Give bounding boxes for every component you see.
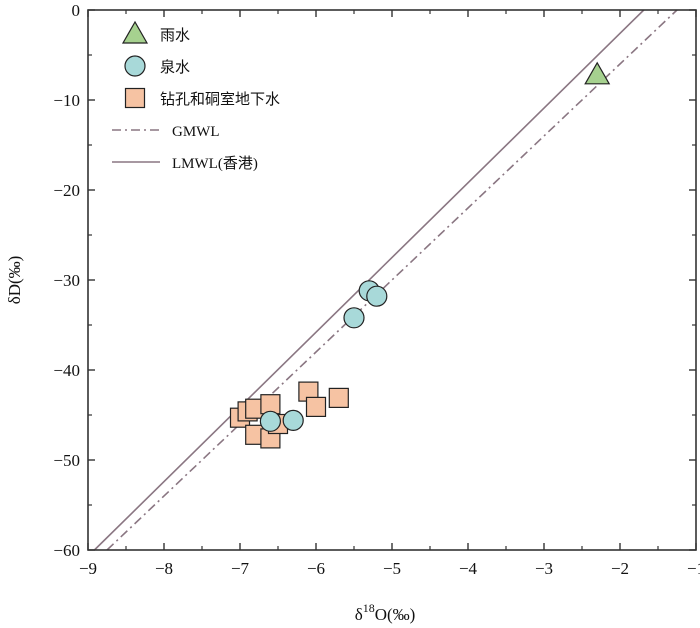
y-tick-label: −50 (53, 451, 80, 470)
x-axis-label-superscript: 18 (363, 601, 375, 615)
y-tick-label: −40 (53, 361, 80, 380)
x-tick-label: −9 (79, 559, 97, 578)
gmwl-line (106, 9, 678, 551)
y-tick-label: −30 (53, 271, 80, 290)
circle-point (366, 285, 388, 307)
legend-circle-marker (124, 55, 146, 77)
plot-frame (87, 9, 697, 551)
legend-label: 泉水 (160, 59, 190, 76)
x-tick-label: −6 (307, 559, 325, 578)
lmwl-line (93, 9, 645, 551)
triangle-point (584, 61, 611, 85)
x-tick-label: −3 (535, 559, 553, 578)
x-tick-label: −4 (459, 559, 478, 578)
circle-point (259, 410, 281, 432)
data-points (229, 61, 611, 449)
legend-label: LMWL(香港) (172, 155, 258, 172)
legend-label: 雨水 (160, 27, 190, 44)
y-tick-label: 0 (72, 1, 81, 20)
legend-triangle-marker (121, 20, 149, 44)
y-tick-label: −20 (53, 181, 80, 200)
x-axis-label-prefix: δ (355, 605, 363, 624)
x-tick-label: −5 (383, 559, 401, 578)
y-tick-label: −60 (53, 541, 80, 560)
legend-label: GMWL (172, 124, 220, 140)
x-axis-label: δ18O(‰) (355, 601, 416, 624)
x-tick-label: −2 (611, 559, 629, 578)
x-tick-label: −7 (231, 559, 250, 578)
legend-label: 钻孔和硐室地下水 (160, 91, 280, 108)
legend-square-marker (124, 87, 146, 109)
square-point (328, 387, 349, 408)
circle-point (282, 409, 304, 431)
circle-point (343, 307, 365, 329)
x-tick-label: −8 (155, 559, 173, 578)
x-tick-label: −1 (687, 559, 700, 578)
x-axis-label-suffix: O(‰) (375, 605, 416, 624)
square-point (305, 396, 327, 417)
tick-layer: −9−8−7−6−5−4−3−2−10−10−20−30−40−50−60 (53, 1, 700, 578)
reference-lines (93, 9, 678, 551)
y-axis-label: δD(‰) (5, 256, 24, 305)
y-tick-label: −10 (53, 91, 80, 110)
